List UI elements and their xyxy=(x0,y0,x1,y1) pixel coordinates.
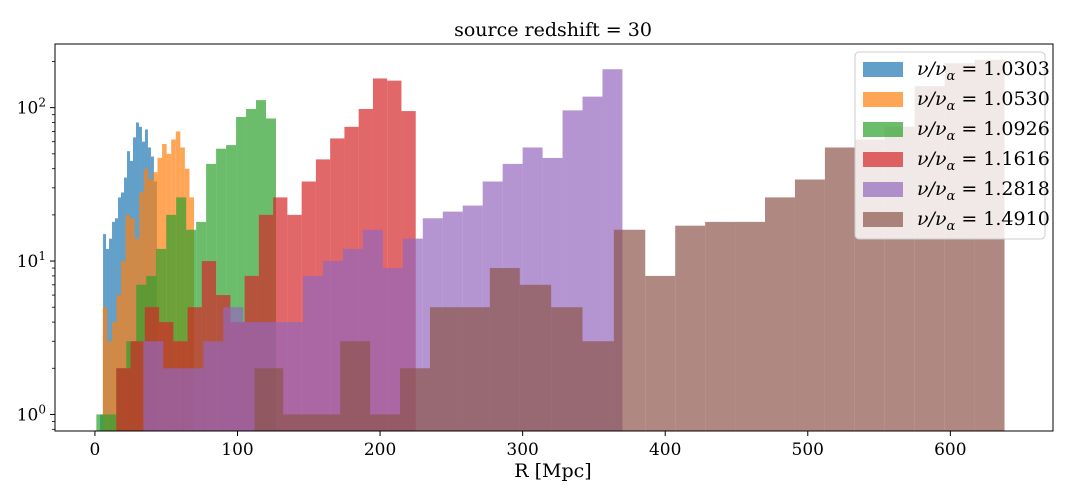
y-tick-label: 100 xyxy=(17,402,46,425)
histogram-bar xyxy=(459,307,490,431)
histogram-bar xyxy=(109,238,113,431)
x-tick-label: 400 xyxy=(649,440,681,460)
x-axis-label: R [Mpc] xyxy=(514,460,591,482)
series-5 xyxy=(254,59,1005,432)
legend-label: ν/να = 1.4910 xyxy=(917,208,1050,234)
legend-swatch xyxy=(863,62,903,77)
legend-swatch xyxy=(863,122,903,137)
histogram-bar xyxy=(102,307,108,431)
histogram-bar xyxy=(116,368,131,431)
legend-swatch xyxy=(863,182,903,197)
histogram-bar xyxy=(283,322,304,431)
histogram-bar xyxy=(311,414,341,431)
histogram-bar xyxy=(163,368,184,431)
histogram-bar xyxy=(236,116,247,432)
x-tick-label: 600 xyxy=(934,440,966,460)
legend-swatch xyxy=(863,152,903,167)
legend: ν/να = 1.0303 ν/να = 1.0530 ν/να = 1.0926 ν… xyxy=(854,51,1050,240)
histogram-bar xyxy=(303,275,324,431)
histogram-bar xyxy=(382,268,403,431)
histogram-bar xyxy=(254,368,284,431)
histogram-bar xyxy=(613,229,646,431)
histogram-bar xyxy=(223,307,244,431)
y-tick-label: 101 xyxy=(17,249,46,272)
legend-swatch xyxy=(863,92,903,107)
histogram-bar xyxy=(370,414,401,431)
histogram-bar xyxy=(125,214,131,431)
histogram-bar xyxy=(143,341,164,431)
histogram-bar xyxy=(283,414,312,431)
histogram-bar xyxy=(765,197,795,431)
histogram-bar xyxy=(519,284,552,431)
x-tick-label: 200 xyxy=(364,440,396,460)
x-tick-label: 0 xyxy=(90,440,101,460)
histogram-bar xyxy=(111,322,117,431)
histogram-bars xyxy=(96,59,1005,432)
histogram-bar xyxy=(203,341,224,431)
x-tick-label: 500 xyxy=(792,440,824,460)
histogram-bar xyxy=(130,218,135,431)
histogram-bar xyxy=(705,221,736,431)
histogram-bar xyxy=(96,414,107,431)
histogram-bar xyxy=(130,341,145,431)
histogram-bar xyxy=(645,275,676,431)
plot-frame xyxy=(54,43,1054,432)
histogram-bar xyxy=(183,368,204,431)
legend-label: ν/να = 1.0926 xyxy=(917,118,1050,144)
histogram-bar xyxy=(489,268,520,431)
legend-label: ν/να = 1.0530 xyxy=(917,88,1050,114)
y-axis-ticks: 100 101 102 xyxy=(17,61,55,430)
chart-title: source redshift = 30 xyxy=(454,19,652,41)
x-tick-label: 300 xyxy=(506,440,538,460)
x-axis-ticks: 0 100 200 300 400 500 600 xyxy=(90,431,967,460)
histogram-bar xyxy=(582,341,614,431)
histogram-bar xyxy=(429,307,460,431)
y-tick-label: 102 xyxy=(17,96,46,119)
x-tick-label: 100 xyxy=(221,440,253,460)
histogram-bar xyxy=(794,179,825,431)
histogram-bar xyxy=(116,295,122,431)
histogram-bar xyxy=(216,148,227,431)
histogram-bar xyxy=(675,225,706,431)
histogram-bar xyxy=(106,414,117,431)
histogram-bar xyxy=(107,341,112,431)
legend-label: ν/να = 1.1616 xyxy=(917,148,1050,174)
histogram-bar xyxy=(226,145,237,431)
histogram-bar xyxy=(323,261,343,431)
histogram-bar xyxy=(735,221,766,431)
legend-label: ν/να = 1.0303 xyxy=(917,58,1050,84)
histogram-bar xyxy=(400,368,430,431)
histogram-bar xyxy=(106,248,110,431)
histogram-bar xyxy=(551,307,583,431)
histogram-bar xyxy=(121,261,126,431)
histogram-bar xyxy=(246,109,257,431)
histogram-bar xyxy=(176,197,187,431)
histogram-bar xyxy=(340,341,371,431)
legend-swatch xyxy=(863,212,903,227)
histogram-bar xyxy=(824,147,855,432)
legend-label: ν/να = 1.2818 xyxy=(917,178,1050,204)
